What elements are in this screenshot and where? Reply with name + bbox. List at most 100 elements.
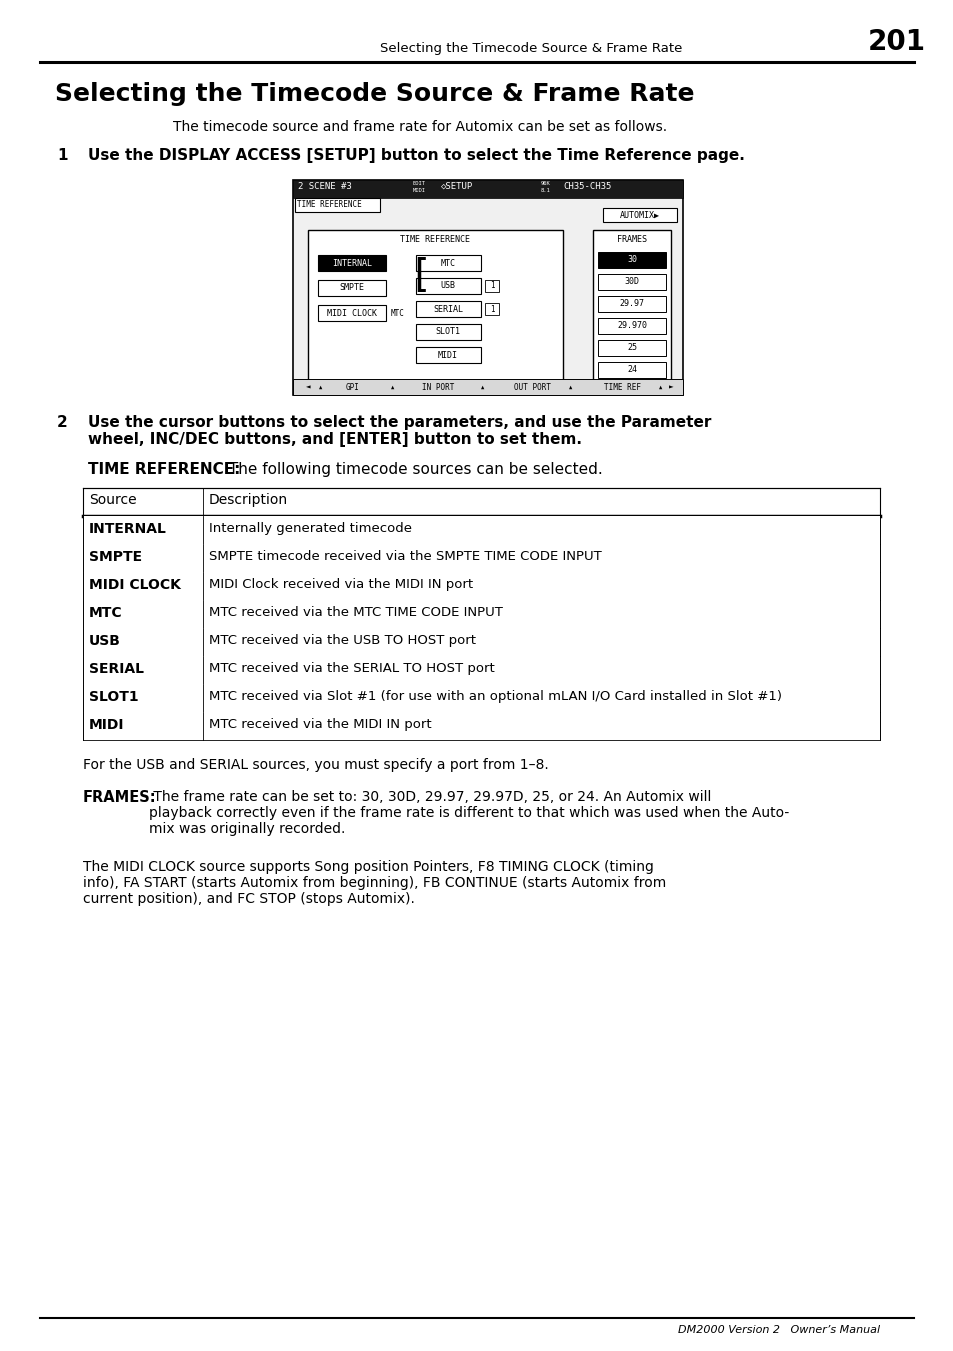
Bar [317,280,386,296]
Bar [83,600,879,628]
Text: The following timecode sources can be selected.: The following timecode sources can be se… [224,462,602,477]
Text: 2 SCENE #3: 2 SCENE #3 [297,182,352,190]
Bar [83,684,879,712]
Text: The frame rate can be set to: 30, 30D, 29.97, 29.97D, 25, or 24. An Automix will: The frame rate can be set to: 30, 30D, 2… [149,790,788,836]
Text: 29.970: 29.970 [617,322,646,331]
Bar [293,180,682,394]
Text: For the USB and SERIAL sources, you must specify a port from 1–8.: For the USB and SERIAL sources, you must… [83,758,548,771]
Text: DM2000 Version 2   Owner’s Manual: DM2000 Version 2 Owner’s Manual [678,1325,879,1335]
Text: MTC received via the SERIAL TO HOST port: MTC received via the SERIAL TO HOST port [209,662,495,676]
Text: 8.1: 8.1 [540,188,550,193]
Bar [83,516,879,544]
Text: ►: ► [668,382,673,392]
Bar [293,180,682,199]
Text: SLOT1: SLOT1 [89,690,138,704]
Text: USB: USB [440,281,455,290]
Text: MTC: MTC [89,607,123,620]
Text: EDIT: EDIT [413,181,426,186]
Bar [83,571,879,600]
Text: SERIAL: SERIAL [433,304,462,313]
Text: MIDI CLOCK: MIDI CLOCK [327,308,376,317]
Text: Description: Description [209,493,288,507]
Text: OUT PORT: OUT PORT [514,382,551,392]
Text: Selecting the Timecode Source & Frame Rate: Selecting the Timecode Source & Frame Ra… [55,82,694,105]
Bar [598,296,665,312]
Bar [416,301,480,317]
Text: MIDI: MIDI [89,717,125,732]
Text: CH35-CH35: CH35-CH35 [562,182,611,190]
Text: 1: 1 [57,149,68,163]
Text: MTC received via the USB TO HOST port: MTC received via the USB TO HOST port [209,634,476,647]
Text: ▲: ▲ [569,385,572,389]
Bar [83,657,879,684]
Text: SMPTE: SMPTE [339,284,364,293]
Bar [83,544,879,571]
Text: Use the DISPLAY ACCESS [SETUP] button to select the Time Reference page.: Use the DISPLAY ACCESS [SETUP] button to… [88,149,744,163]
Bar [416,278,480,295]
Bar [416,324,480,340]
Text: MTC received via the MTC TIME CODE INPUT: MTC received via the MTC TIME CODE INPUT [209,607,502,619]
Text: The MIDI CLOCK source supports Song position Pointers, F8 TIMING CLOCK (timing
i: The MIDI CLOCK source supports Song posi… [83,861,665,907]
Bar [484,303,498,315]
Bar [602,208,677,222]
Text: 201: 201 [867,28,925,55]
Bar [598,340,665,357]
Bar [484,280,498,292]
Text: MTC received via the MIDI IN port: MTC received via the MIDI IN port [209,717,431,731]
Text: SMPTE timecode received via the SMPTE TIME CODE INPUT: SMPTE timecode received via the SMPTE TI… [209,550,601,563]
Text: SMPTE: SMPTE [89,550,142,563]
Text: TIME REFERENCE:: TIME REFERENCE: [88,462,240,477]
Text: FRAMES: FRAMES [617,235,646,245]
Text: The timecode source and frame rate for Automix can be set as follows.: The timecode source and frame rate for A… [172,120,666,134]
Bar [294,199,379,212]
Text: ◄: ◄ [305,382,310,392]
Text: MTC received via Slot #1 (for use with an optional mLAN I/O Card installed in Sl: MTC received via Slot #1 (for use with a… [209,690,781,703]
Text: 2: 2 [57,415,68,430]
Text: Use the cursor buttons to select the parameters, and use the Parameter
wheel, IN: Use the cursor buttons to select the par… [88,415,711,447]
Text: MTC: MTC [391,308,404,317]
Text: FRAMES:: FRAMES: [83,790,156,805]
Text: MTC: MTC [440,258,455,267]
Text: MIDI: MIDI [437,350,457,359]
Text: IN PORT: IN PORT [421,382,454,392]
Text: 30: 30 [626,255,637,265]
Bar [593,230,670,390]
Bar [317,255,386,272]
Text: TIME REFERENCE: TIME REFERENCE [399,235,470,245]
Text: TIME REF: TIME REF [604,382,640,392]
Text: ▲: ▲ [481,385,484,389]
Bar [83,488,879,516]
Text: MIDI CLOCK: MIDI CLOCK [89,578,181,592]
Text: 1: 1 [489,304,494,313]
Text: INTERNAL: INTERNAL [89,521,167,536]
Text: 25: 25 [626,343,637,353]
Bar [598,362,665,378]
Text: SERIAL: SERIAL [89,662,144,676]
Text: Source: Source [89,493,136,507]
Text: 96K: 96K [540,181,550,186]
Text: ▲: ▲ [391,385,395,389]
Bar [416,255,480,272]
Bar [598,274,665,290]
Bar [598,317,665,334]
Bar [83,628,879,657]
Text: AUTOMIX▶: AUTOMIX▶ [619,211,659,219]
Text: TIME REFERENCE: TIME REFERENCE [296,200,361,209]
Bar [293,380,682,394]
Bar [83,712,879,740]
Bar [598,253,665,267]
Text: USB: USB [89,634,121,648]
Text: 24: 24 [626,366,637,374]
Text: ▲: ▲ [319,385,322,389]
Text: Selecting the Timecode Source & Frame Rate: Selecting the Timecode Source & Frame Ra… [379,42,681,55]
Text: MIDI Clock received via the MIDI IN port: MIDI Clock received via the MIDI IN port [209,578,473,590]
Text: 29.97: 29.97 [618,300,644,308]
Text: Internally generated timecode: Internally generated timecode [209,521,412,535]
Text: ◇SETUP: ◇SETUP [440,182,473,190]
Text: MIDI: MIDI [413,188,426,193]
Text: ▲: ▲ [659,385,662,389]
Bar [317,305,386,322]
Bar [308,230,562,390]
Bar [416,347,480,363]
Text: GPI: GPI [346,382,359,392]
